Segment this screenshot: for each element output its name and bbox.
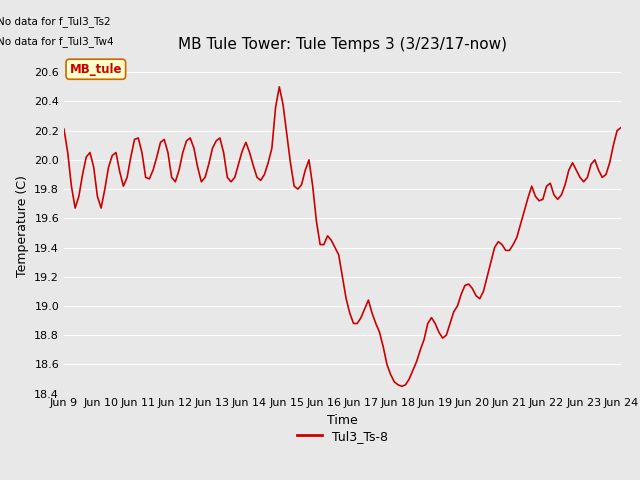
Y-axis label: Temperature (C): Temperature (C): [16, 175, 29, 276]
Title: MB Tule Tower: Tule Temps 3 (3/23/17-now): MB Tule Tower: Tule Temps 3 (3/23/17-now…: [178, 37, 507, 52]
Text: No data for f_Tul3_Ts2: No data for f_Tul3_Ts2: [0, 16, 111, 27]
Text: MB_tule: MB_tule: [70, 63, 122, 76]
X-axis label: Time: Time: [327, 414, 358, 427]
Text: No data for f_Tul3_Tw4: No data for f_Tul3_Tw4: [0, 36, 114, 47]
Legend: Tul3_Ts-8: Tul3_Ts-8: [292, 425, 393, 448]
